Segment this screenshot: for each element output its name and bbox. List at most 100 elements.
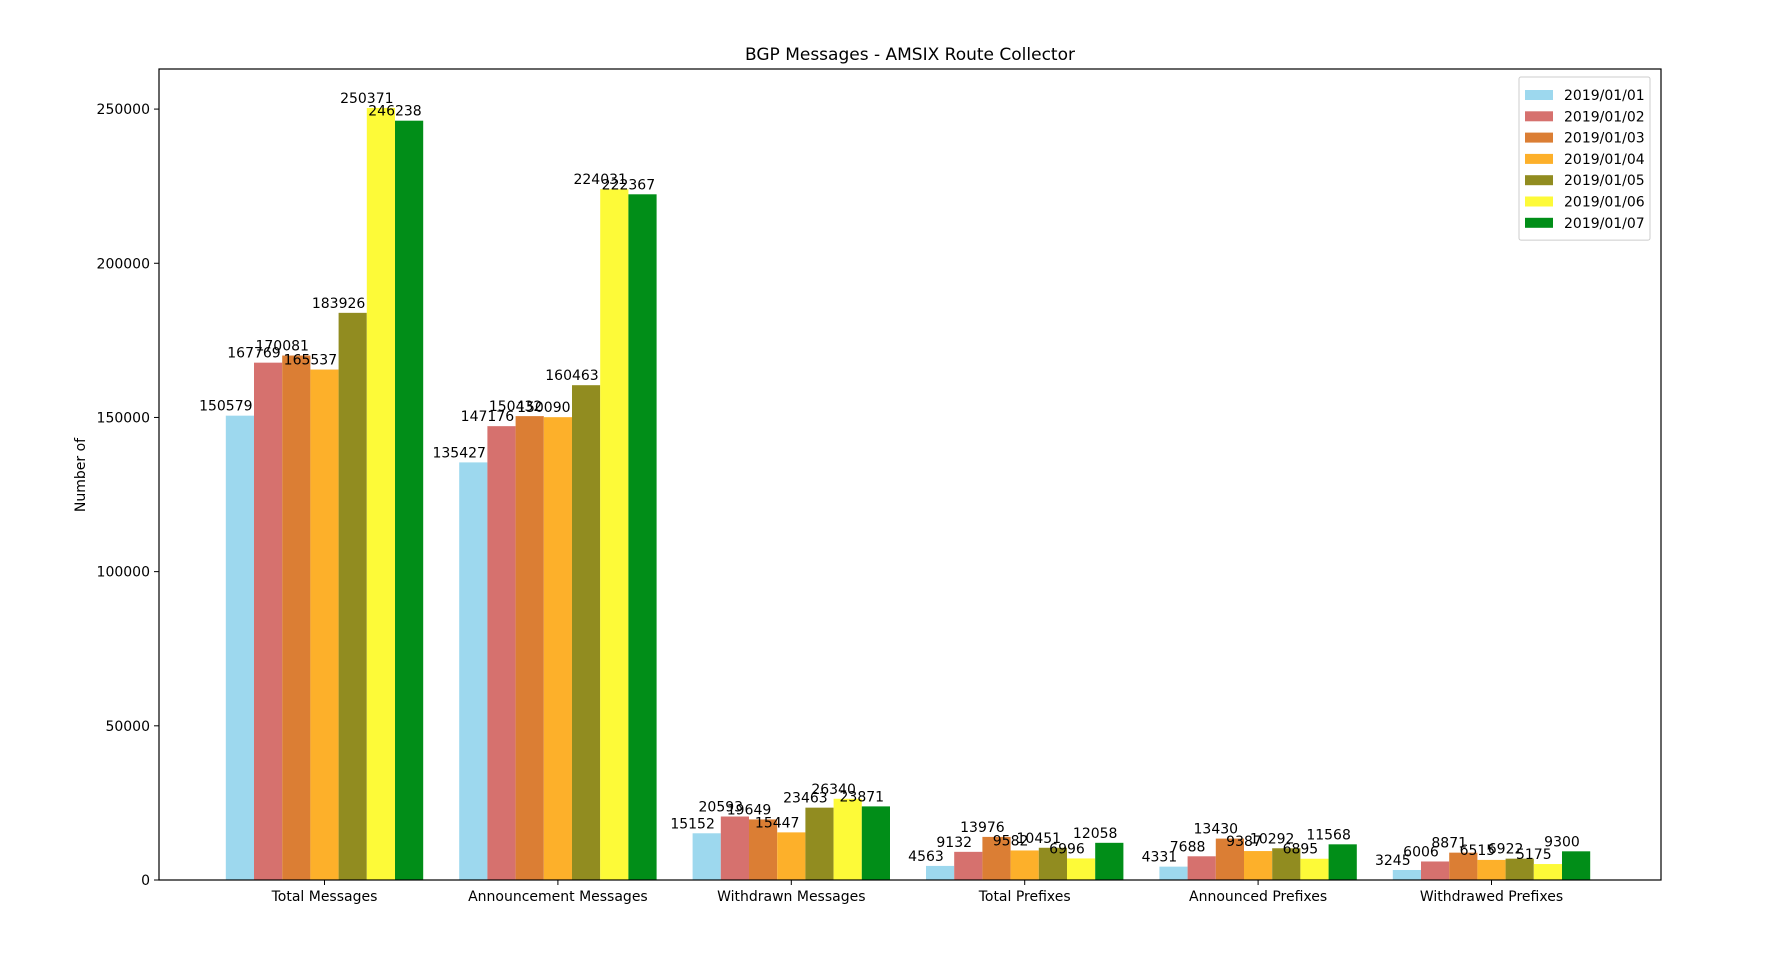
bar-value-label: 9300: [1544, 834, 1580, 850]
y-tick-label: 100000: [97, 565, 150, 581]
legend-swatch: [1525, 132, 1553, 143]
bar-value-label: 165537: [284, 353, 337, 369]
chart-title: BGP Messages - AMSIX Route Collector: [745, 45, 1075, 65]
bar-value-label: 4331: [1142, 850, 1178, 866]
legend: 2019/01/01 2019/01/02 2019/01/03 2019/01/04…: [1518, 76, 1651, 241]
bar-value-label: 4563: [908, 849, 944, 865]
x-tick-label: Total Prefixes: [978, 889, 1071, 905]
x-tick-label: Withdrawed Prefixes: [1420, 889, 1563, 905]
bar-value-label: 183926: [312, 296, 366, 312]
legend-label: 2019/01/01: [1564, 88, 1645, 104]
bar-value-label: 6515: [1460, 843, 1496, 859]
bar: [926, 865, 955, 880]
bar-value-label: 150432: [489, 399, 542, 415]
legend-swatch: [1525, 196, 1553, 207]
bar-value-label: 5175: [1516, 847, 1552, 863]
bar-value-label: 170081: [255, 339, 308, 355]
y-tick-label: 50000: [105, 719, 150, 735]
bar: [954, 851, 983, 880]
bar: [543, 417, 572, 880]
y-axis-label: Number of: [73, 437, 89, 512]
bar: [1038, 847, 1067, 880]
bar-value-label: 10451: [1017, 831, 1062, 847]
bar: [805, 807, 834, 880]
bar-value-label: 12058: [1073, 826, 1118, 842]
bar-value-label: 15447: [755, 815, 800, 831]
bar-value-label: 150579: [199, 399, 252, 415]
bar-value-label: 6006: [1403, 844, 1439, 860]
bar-value-label: 6922: [1488, 842, 1524, 858]
bar-value-label: 9387: [1226, 834, 1262, 850]
bar: [1392, 869, 1421, 880]
y-tick-label: 200000: [97, 256, 150, 272]
bar-value-label: 135427: [432, 445, 485, 461]
bar-value-label: 6895: [1283, 842, 1319, 858]
bar-value-label: 8871: [1431, 836, 1467, 852]
bar: [600, 189, 629, 881]
bar: [254, 362, 283, 880]
bar-value-label: 160463: [545, 368, 598, 384]
y-tick-label: 250000: [97, 102, 150, 118]
bar: [1328, 844, 1357, 880]
bar: [1159, 866, 1188, 880]
legend-label: 2019/01/04: [1564, 152, 1645, 168]
bar: [1421, 861, 1450, 880]
bar-value-label: 23463: [783, 791, 828, 807]
bar: [777, 832, 806, 880]
bar-value-label: 20593: [699, 800, 744, 816]
bars-layer: [225, 107, 1591, 881]
legend-swatch: [1525, 217, 1553, 228]
legend-swatch: [1525, 175, 1553, 186]
bar: [1449, 852, 1478, 880]
x-tick-label: Announced Prefixes: [1189, 889, 1327, 905]
y-axis: 0 50000 100000 150000 200000 250000: [97, 102, 159, 889]
bar: [1067, 858, 1096, 880]
bar: [1244, 851, 1273, 880]
bar-value-label: 23871: [840, 789, 885, 805]
x-tick-label: Total Messages: [271, 889, 378, 905]
bar: [1010, 850, 1039, 880]
bar: [225, 415, 254, 880]
bar-value-label: 224031: [573, 172, 626, 188]
bar-value-label: 150090: [517, 400, 570, 416]
bar: [282, 355, 311, 880]
bar-value-label: 10292: [1250, 831, 1295, 847]
bar-value-label: 6996: [1049, 841, 1085, 857]
bar: [515, 416, 544, 880]
legend-label: 2019/01/03: [1564, 131, 1645, 147]
bar-value-label: 9582: [993, 833, 1029, 849]
bar: [1187, 856, 1216, 880]
bar: [487, 426, 516, 880]
bar: [366, 107, 395, 880]
x-tick-label: Withdrawn Messages: [717, 889, 865, 905]
bar: [338, 312, 367, 881]
legend-swatch: [1525, 90, 1553, 100]
bar-value-label: 13430: [1194, 822, 1239, 838]
bar: [982, 836, 1011, 880]
bar: [1300, 858, 1329, 880]
bar-value-label: 7688: [1170, 839, 1206, 855]
bar: [1477, 859, 1506, 880]
bar: [459, 462, 488, 880]
bar-value-label: 147176: [461, 409, 515, 425]
plot-frame: [158, 68, 1662, 881]
legend-swatch: [1525, 153, 1553, 164]
bar-value-label: 246238: [368, 104, 421, 120]
bar: [1215, 838, 1244, 880]
bar-value-label: 167769: [227, 346, 280, 362]
bar-value-label: 11568: [1306, 827, 1351, 843]
bar-value-label: 26340: [811, 782, 856, 798]
x-tick-label: Announcement Messages: [468, 889, 648, 905]
bar-value-label: 222367: [602, 177, 655, 193]
legend-label: 2019/01/02: [1564, 109, 1645, 125]
bar: [692, 833, 721, 880]
bar-value-label: 19649: [727, 802, 772, 818]
bar-value-label: 9132: [936, 835, 972, 851]
bar: [1562, 851, 1591, 880]
bar: [572, 385, 601, 880]
bar: [1095, 842, 1124, 880]
bar-value-label: 13976: [960, 820, 1005, 836]
legend-label: 2019/01/06: [1564, 195, 1645, 211]
